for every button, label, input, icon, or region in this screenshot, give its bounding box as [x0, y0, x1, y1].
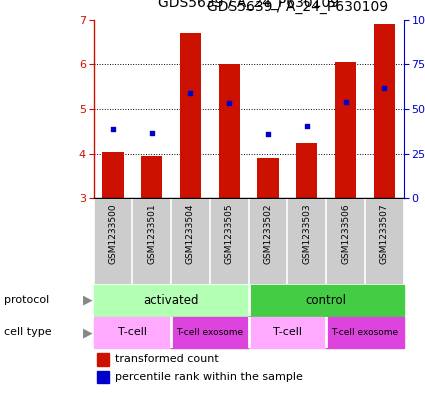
Text: T-cell exosome: T-cell exosome — [332, 328, 399, 337]
Text: GSM1233502: GSM1233502 — [264, 204, 272, 264]
Text: GSM1233506: GSM1233506 — [341, 204, 350, 264]
Bar — [180, 33, 201, 198]
Point — [187, 89, 194, 95]
Text: GDS5639 / A_24_P630109: GDS5639 / A_24_P630109 — [207, 0, 388, 15]
Text: GSM1233504: GSM1233504 — [186, 204, 195, 264]
Text: activated: activated — [143, 294, 199, 307]
Bar — [96, 353, 109, 365]
Point — [303, 123, 310, 129]
Bar — [141, 156, 162, 198]
Text: T-cell: T-cell — [273, 327, 302, 338]
Bar — [94, 285, 249, 316]
Text: control: control — [306, 294, 347, 307]
Point — [342, 99, 349, 105]
Bar — [249, 317, 326, 348]
Text: T-cell: T-cell — [118, 327, 147, 338]
Bar — [335, 62, 356, 198]
Bar — [102, 152, 124, 198]
Text: GSM1233501: GSM1233501 — [147, 204, 156, 264]
Text: GDS5639 / A_24_P630109: GDS5639 / A_24_P630109 — [158, 0, 339, 10]
Point — [110, 126, 116, 132]
Bar — [326, 317, 404, 348]
Bar — [171, 317, 249, 348]
Text: GSM1233507: GSM1233507 — [380, 204, 389, 264]
Text: GSM1233500: GSM1233500 — [108, 204, 117, 264]
Text: percentile rank within the sample: percentile rank within the sample — [115, 372, 303, 382]
Text: GSM1233505: GSM1233505 — [225, 204, 234, 264]
Text: transformed count: transformed count — [115, 354, 219, 364]
Bar — [94, 317, 171, 348]
Point — [226, 100, 232, 107]
Bar — [249, 285, 404, 316]
Text: ▶: ▶ — [83, 294, 93, 307]
Bar — [296, 143, 317, 198]
Bar — [96, 371, 109, 384]
Text: ▶: ▶ — [83, 326, 93, 339]
Text: T-cell exosome: T-cell exosome — [176, 328, 244, 337]
Text: protocol: protocol — [4, 295, 49, 305]
Bar — [374, 24, 395, 198]
Bar — [218, 64, 240, 198]
Point — [265, 130, 272, 137]
Point — [381, 85, 388, 91]
Text: cell type: cell type — [4, 327, 52, 338]
Text: GSM1233503: GSM1233503 — [302, 204, 311, 264]
Bar — [258, 158, 279, 198]
Point — [148, 130, 155, 136]
